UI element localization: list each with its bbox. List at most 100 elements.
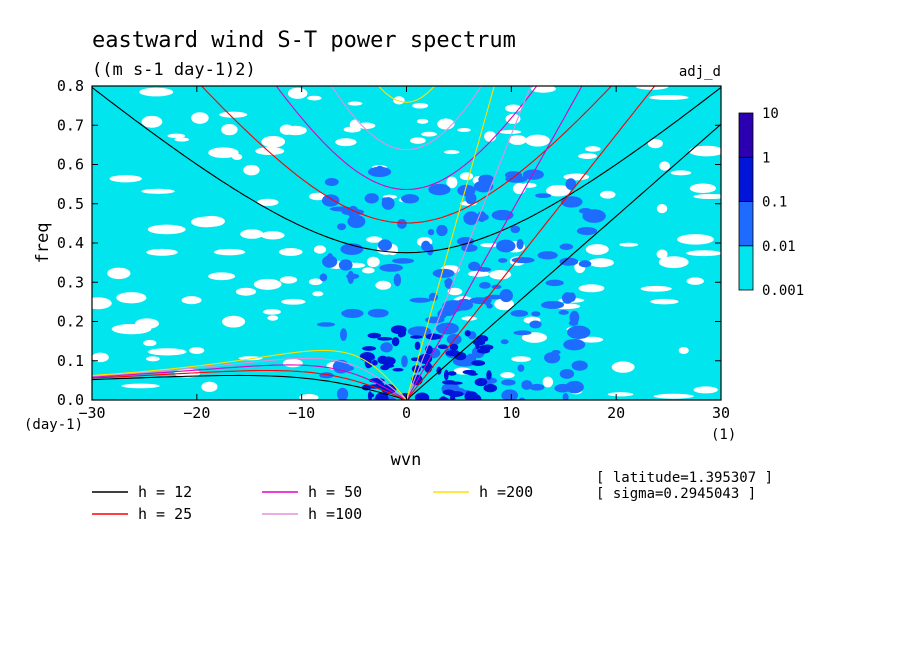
high-power-patch	[372, 359, 378, 366]
medium-power-patch	[436, 322, 459, 335]
colorbar-label: 0.1	[762, 195, 787, 211]
low-power-patch	[689, 183, 717, 194]
medium-power-patch	[316, 322, 336, 327]
rossby-curve	[92, 357, 407, 400]
medium-power-patch	[510, 225, 521, 234]
medium-power-patch	[393, 273, 402, 287]
low-power-patch	[282, 358, 303, 368]
low-power-patch	[222, 315, 246, 328]
low-power-patch	[578, 284, 605, 293]
low-power-patch	[213, 248, 246, 256]
medium-power-patch	[377, 239, 393, 251]
medium-power-patch	[364, 193, 379, 204]
medium-power-patch	[567, 325, 591, 340]
medium-power-patch	[500, 339, 509, 345]
high-power-patch	[380, 364, 390, 371]
low-power-patch	[208, 147, 239, 159]
low-power-patch	[511, 356, 531, 362]
low-power-patch	[693, 386, 718, 394]
low-power-patch	[146, 248, 178, 256]
colorbar-label: 1	[762, 150, 770, 166]
high-power-patch	[449, 394, 456, 400]
high-power-patch	[359, 351, 375, 362]
low-power-patch	[499, 129, 522, 135]
medium-power-patch	[436, 224, 448, 237]
medium-power-patch	[486, 303, 493, 309]
low-power-patch	[253, 278, 282, 290]
x-unit-label: (1)	[711, 427, 736, 443]
high-power-patch	[474, 378, 488, 387]
high-power-patch	[442, 389, 455, 396]
medium-power-patch	[409, 297, 431, 303]
medium-power-patch	[554, 383, 572, 393]
high-power-patch	[465, 390, 471, 399]
y-unit-label: (day-1)	[24, 417, 83, 433]
high-power-patch	[380, 356, 396, 366]
medium-power-patch	[337, 223, 347, 231]
low-power-patch	[231, 153, 243, 161]
medium-power-patch	[479, 282, 491, 289]
medium-power-patch	[367, 308, 389, 318]
low-power-patch	[147, 224, 186, 235]
chart-subtitle: ((m s-1 day-1)2)	[92, 60, 256, 80]
low-power-patch	[167, 133, 186, 139]
legend-label: h = 12	[138, 483, 192, 501]
high-power-patch	[391, 337, 400, 347]
y-tick-label: 0.7	[57, 116, 84, 134]
high-power-patch	[414, 392, 430, 400]
high-power-patch	[362, 346, 377, 351]
medium-power-patch	[558, 310, 569, 315]
gravity-wave-curve	[330, 86, 483, 151]
low-power-patch	[366, 236, 383, 243]
medium-power-patch	[324, 178, 339, 187]
y-tick-label: 0.4	[57, 234, 84, 252]
low-power-patch	[111, 323, 152, 335]
low-power-patch	[313, 245, 326, 254]
low-power-patch	[308, 278, 323, 286]
low-power-patch	[457, 127, 471, 133]
medium-power-patch	[544, 352, 561, 364]
medium-power-patch	[401, 355, 408, 368]
medium-power-patch	[498, 258, 508, 263]
low-power-patch	[585, 146, 601, 152]
medium-power-patch	[336, 387, 349, 400]
gravity-wave-curve	[377, 86, 436, 103]
low-power-patch	[648, 95, 689, 101]
kelvin-curve	[406, 123, 721, 400]
medium-power-patch	[473, 180, 494, 193]
medium-power-patch	[444, 279, 453, 284]
high-power-patch	[365, 364, 373, 368]
colorbar: 0.001 0.01 0.1 1 10	[738, 106, 804, 299]
high-power-patch	[454, 351, 467, 361]
medium-power-patch	[432, 268, 455, 278]
latitude-annotation: [ latitude=1.395307 ]	[596, 470, 773, 486]
x-axis-label: wvn	[391, 450, 422, 470]
low-power-patch	[635, 86, 669, 90]
low-power-patch	[678, 346, 689, 354]
kelvin-curve	[406, 86, 583, 400]
low-power-patch	[410, 137, 426, 144]
colorbar-label: 0.001	[762, 283, 804, 299]
medium-power-patch	[529, 383, 545, 391]
low-power-patch	[299, 393, 319, 400]
rossby-curve	[92, 374, 407, 400]
x-tick-label: 10	[502, 404, 520, 422]
chart-title: eastward wind S-T power spectrum	[92, 28, 516, 53]
high-power-patch	[437, 344, 448, 350]
low-power-patch	[146, 356, 160, 362]
high-power-patch	[410, 335, 423, 339]
medium-power-patch	[319, 273, 328, 282]
low-power-patch	[287, 87, 308, 99]
low-power-patch	[143, 339, 157, 347]
high-power-patch	[414, 341, 421, 350]
high-power-patch	[471, 360, 486, 366]
low-power-patch	[656, 204, 668, 214]
medium-power-patch	[347, 214, 366, 229]
medium-power-patch	[564, 197, 580, 205]
kelvin-curve	[405, 86, 495, 400]
low-power-patch	[693, 193, 721, 200]
low-power-patch	[92, 352, 109, 363]
y-tick-label: 0.1	[57, 352, 84, 370]
low-power-patch	[235, 287, 257, 296]
high-power-patch	[486, 370, 492, 380]
